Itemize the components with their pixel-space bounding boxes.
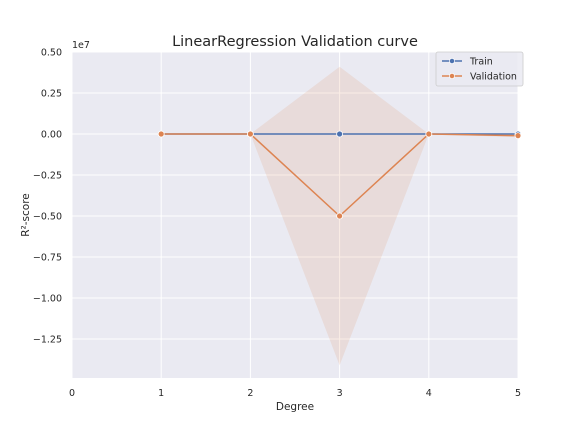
- legend-label-validation: Validation: [470, 72, 517, 83]
- y-tick-label: 0.00: [41, 130, 62, 141]
- legend: Train Validation: [435, 51, 524, 87]
- x-tick-label: 1: [158, 388, 164, 399]
- x-tick-label: 5: [515, 388, 521, 399]
- plot-background: [72, 52, 518, 378]
- y-tick-labels: 0.50 0.25 0.00 −0.25 −0.50 −0.75 −1.00 −1.25: [33, 48, 62, 346]
- data-point-validation: [246, 130, 254, 138]
- legend-marker-validation: [449, 73, 455, 79]
- x-axis-label: Degree: [276, 401, 314, 413]
- data-point-validation: [157, 130, 165, 138]
- series-points: [157, 130, 522, 220]
- y-axis-label: R²-score: [20, 193, 32, 237]
- x-tick-label: 0: [69, 388, 75, 399]
- y-tick-label: −1.00: [33, 294, 62, 305]
- y-tick-label: −0.50: [33, 212, 62, 223]
- x-tick-labels: 0 1 2 3 4 5: [69, 388, 521, 399]
- y-tick-label: −1.25: [33, 335, 62, 346]
- y-tick-label: 0.25: [41, 89, 62, 100]
- legend-marker-train: [449, 58, 455, 64]
- data-point-validation: [514, 132, 522, 140]
- x-tick-label: 2: [247, 388, 253, 399]
- legend-label-train: Train: [469, 57, 493, 68]
- x-tick-label: 4: [426, 388, 432, 399]
- data-point-validation: [425, 130, 433, 138]
- data-point-validation: [336, 212, 344, 220]
- y-tick-label: 0.50: [41, 48, 62, 59]
- y-tick-label: −0.75: [33, 253, 62, 264]
- x-tick-label: 3: [337, 388, 343, 399]
- y-offset-label: 1e7: [72, 40, 90, 51]
- data-point-train: [336, 130, 344, 138]
- chart-title: LinearRegression Validation curve: [172, 34, 418, 50]
- y-tick-label: −0.25: [33, 171, 62, 182]
